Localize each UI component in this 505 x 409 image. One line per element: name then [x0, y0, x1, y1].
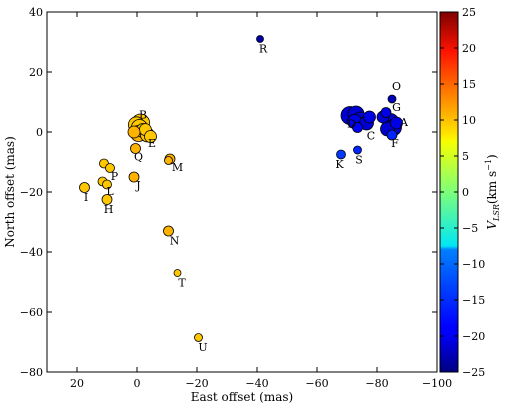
maser-spot-37 [387, 94, 397, 104]
colorbar-tick-label: −25 [462, 366, 485, 379]
y-tick-label: 20 [29, 66, 43, 79]
point-label-e: E [148, 137, 156, 150]
colorbar-tick-label: −20 [462, 330, 485, 343]
maser-spot-28 [363, 110, 376, 124]
maser-spot-19 [163, 225, 174, 237]
point-label-d: D [347, 118, 356, 131]
maser-spot-16 [102, 179, 112, 190]
colorbar-tick-label: 20 [462, 42, 476, 55]
maser-spot-31 [380, 107, 392, 118]
maser-spot-9 [130, 143, 141, 154]
x-tick-label: −60 [305, 377, 328, 390]
point-label-o: O [392, 80, 401, 93]
maser-spot-35 [390, 116, 403, 130]
point-label-p: P [111, 170, 119, 183]
colorbar-tick-label: 0 [462, 186, 469, 199]
point-labels: A B CD E F G H I J K L M N O P Q R S T U [84, 43, 409, 355]
maser-spot-29 [352, 122, 363, 133]
maser-spot-21 [194, 333, 203, 342]
x-tick-label: −80 [365, 377, 388, 390]
y-tick-label: −20 [20, 186, 43, 199]
maser-spot-11 [105, 163, 115, 173]
colorbar-tick-label: 15 [462, 78, 476, 91]
maser-spot-17 [101, 194, 113, 205]
y-tick-label: 0 [36, 126, 43, 139]
y-tick-label: −80 [20, 366, 43, 379]
colorbar-label: VLSR(km s−1) [484, 154, 501, 229]
maser-spot-38 [336, 149, 346, 160]
y-tick-label: −40 [20, 246, 43, 259]
colorbar-tick-label: −10 [462, 258, 485, 271]
colorbar-tick-label: −15 [462, 294, 485, 307]
y-axis-ticks: 40 20 0 −20 −40 −60 −80 [20, 6, 437, 379]
point-label-k: K [335, 158, 344, 171]
plot-area: A B CD E F G H I J K L M N O P Q R S T U 20 0 −20 −40 −60 −80 −10… [20, 6, 452, 390]
x-tick-label: −20 [185, 377, 208, 390]
maser-spot-22 [256, 35, 264, 43]
colorbar-label-exp: −1 [484, 159, 493, 171]
maser-spot-7 [144, 130, 157, 143]
y-tick-label: −60 [20, 306, 43, 319]
x-tick-label: −40 [245, 377, 268, 390]
point-label-b: B [139, 109, 147, 122]
point-label-c: C [367, 130, 375, 143]
point-label-s: S [355, 154, 363, 167]
point-label-m: M [172, 161, 183, 174]
maser-spot-20 [173, 269, 182, 277]
point-label-f: F [391, 137, 399, 150]
colorbar: 25 20 15 10 5 0 −5 −10 −15 −20 −25 VLSR(km s−1) [439, 6, 501, 379]
colorbar-tick-label: 25 [462, 6, 476, 19]
colorbar-tick-label: 10 [462, 114, 476, 127]
point-label-t: T [178, 277, 186, 290]
y-axis-label: North offset (mas) [3, 136, 17, 248]
point-label-l: L [106, 185, 114, 198]
maser-spot-8 [127, 125, 141, 139]
x-axis-label: East offset (mas) [191, 390, 293, 404]
maser-spot-39 [353, 145, 362, 155]
maser-spot-18 [128, 171, 140, 183]
point-label-a: A [399, 116, 409, 129]
point-label-h: H [104, 203, 114, 216]
point-label-u: U [198, 341, 207, 354]
colorbar-ticks: 25 20 15 10 5 0 −5 −10 −15 −20 −25 [440, 6, 485, 379]
colorbar-tick-label: −5 [462, 222, 478, 235]
maser-spot-13 [164, 156, 173, 165]
point-label-q: Q [134, 151, 143, 164]
point-label-i: I [84, 191, 88, 204]
colorbar-tick-label: 5 [462, 150, 469, 163]
point-label-n: N [170, 235, 180, 248]
x-tick-label: 0 [134, 377, 141, 390]
point-label-g: G [392, 101, 401, 114]
colorbar-label-v: V [485, 220, 499, 230]
maser-spot-36 [386, 129, 398, 141]
colorbar-label-sub: LSR [492, 204, 501, 222]
maser-spot-14 [79, 182, 90, 193]
y-tick-label: 40 [29, 6, 43, 19]
colorbar-label-units: (km s [485, 171, 499, 204]
data-markers [79, 35, 403, 342]
x-axis-ticks: 20 0 −20 −40 −60 −80 −100 [70, 12, 452, 390]
x-tick-label: −100 [422, 377, 452, 390]
point-label-j: J [135, 179, 140, 192]
colorbar-label-close: ) [485, 154, 499, 159]
point-label-r: R [259, 43, 268, 56]
x-tick-label: 20 [70, 377, 84, 390]
